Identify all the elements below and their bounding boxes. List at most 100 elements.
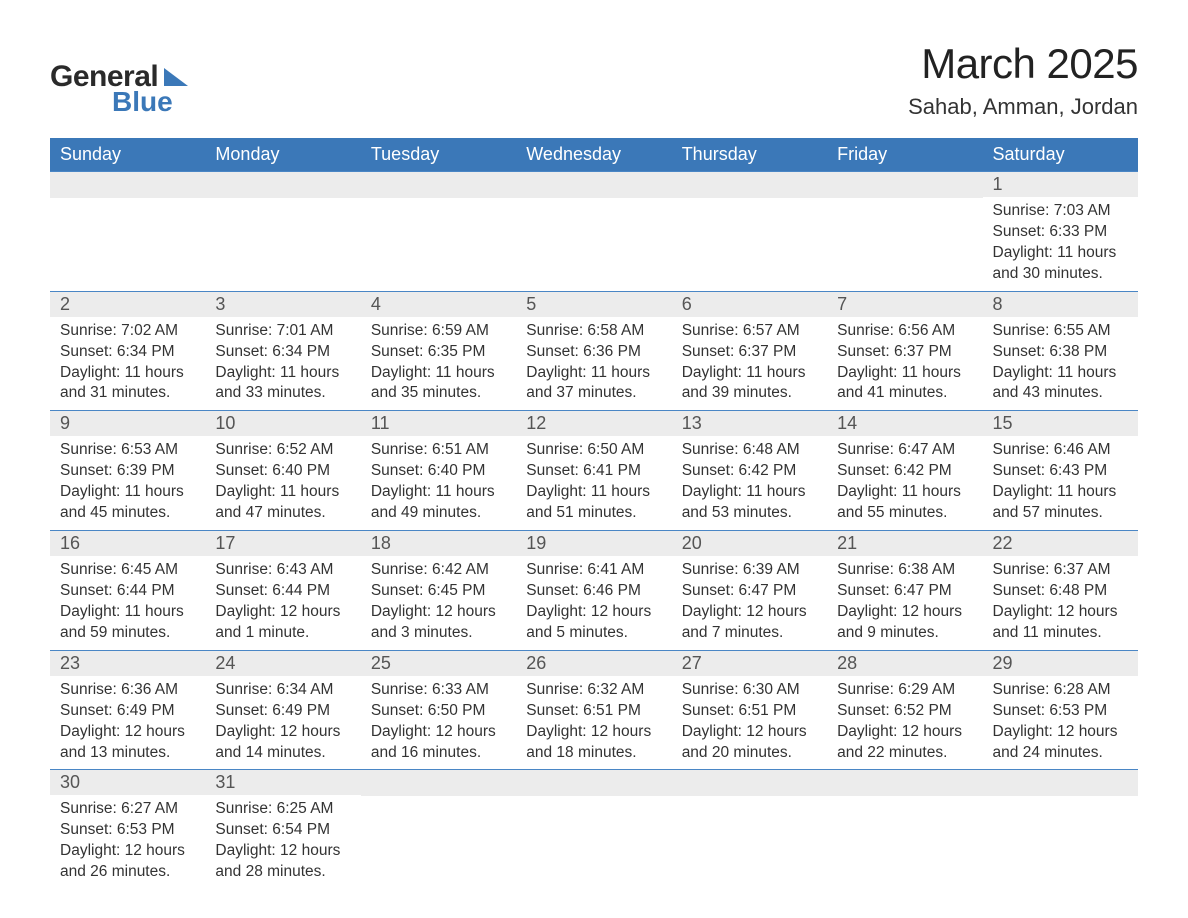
day-number (672, 172, 827, 198)
calendar-cell: 17Sunrise: 6:43 AMSunset: 6:44 PMDayligh… (205, 531, 360, 651)
day-number: 7 (827, 292, 982, 317)
day-number: 27 (672, 651, 827, 676)
day-details: Sunrise: 6:25 AMSunset: 6:54 PMDaylight:… (205, 795, 360, 889)
page-title: March 2025 (908, 40, 1138, 88)
day-number (672, 770, 827, 796)
calendar-table: SundayMondayTuesdayWednesdayThursdayFrid… (50, 138, 1138, 889)
day-details: Sunrise: 6:57 AMSunset: 6:37 PMDaylight:… (672, 317, 827, 411)
day-details: Sunrise: 6:48 AMSunset: 6:42 PMDaylight:… (672, 436, 827, 530)
calendar-cell: 11Sunrise: 6:51 AMSunset: 6:40 PMDayligh… (361, 411, 516, 531)
calendar-cell: 30Sunrise: 6:27 AMSunset: 6:53 PMDayligh… (50, 770, 205, 889)
day-number: 23 (50, 651, 205, 676)
calendar-cell: 19Sunrise: 6:41 AMSunset: 6:46 PMDayligh… (516, 531, 671, 651)
day-number: 19 (516, 531, 671, 556)
day-number: 10 (205, 411, 360, 436)
title-block: March 2025 Sahab, Amman, Jordan (908, 40, 1138, 120)
day-number: 18 (361, 531, 516, 556)
calendar-cell: 16Sunrise: 6:45 AMSunset: 6:44 PMDayligh… (50, 531, 205, 651)
calendar-cell (672, 770, 827, 889)
day-number: 2 (50, 292, 205, 317)
calendar-cell: 26Sunrise: 6:32 AMSunset: 6:51 PMDayligh… (516, 650, 671, 770)
calendar-cell: 29Sunrise: 6:28 AMSunset: 6:53 PMDayligh… (983, 650, 1138, 770)
day-number: 6 (672, 292, 827, 317)
day-details: Sunrise: 6:27 AMSunset: 6:53 PMDaylight:… (50, 795, 205, 889)
day-details: Sunrise: 6:42 AMSunset: 6:45 PMDaylight:… (361, 556, 516, 650)
day-number: 12 (516, 411, 671, 436)
day-details: Sunrise: 6:51 AMSunset: 6:40 PMDaylight:… (361, 436, 516, 530)
calendar-cell: 5Sunrise: 6:58 AMSunset: 6:36 PMDaylight… (516, 291, 671, 411)
calendar-cell: 18Sunrise: 6:42 AMSunset: 6:45 PMDayligh… (361, 531, 516, 651)
day-details: Sunrise: 6:46 AMSunset: 6:43 PMDaylight:… (983, 436, 1138, 530)
day-number: 17 (205, 531, 360, 556)
calendar-cell (516, 770, 671, 889)
day-number: 31 (205, 770, 360, 795)
calendar-cell (361, 770, 516, 889)
day-details: Sunrise: 6:32 AMSunset: 6:51 PMDaylight:… (516, 676, 671, 770)
calendar-week: 2Sunrise: 7:02 AMSunset: 6:34 PMDaylight… (50, 291, 1138, 411)
col-header: Saturday (983, 138, 1138, 172)
day-number: 24 (205, 651, 360, 676)
day-details (827, 198, 982, 238)
day-number (983, 770, 1138, 796)
col-header: Friday (827, 138, 982, 172)
logo-triangle-icon (164, 68, 188, 86)
day-number (50, 172, 205, 198)
day-details: Sunrise: 6:41 AMSunset: 6:46 PMDaylight:… (516, 556, 671, 650)
day-details: Sunrise: 7:01 AMSunset: 6:34 PMDaylight:… (205, 317, 360, 411)
calendar-week: 23Sunrise: 6:36 AMSunset: 6:49 PMDayligh… (50, 650, 1138, 770)
day-number: 25 (361, 651, 516, 676)
day-number: 16 (50, 531, 205, 556)
calendar-cell (361, 172, 516, 292)
day-details (516, 198, 671, 238)
page-subtitle: Sahab, Amman, Jordan (908, 94, 1138, 120)
calendar-week: 30Sunrise: 6:27 AMSunset: 6:53 PMDayligh… (50, 770, 1138, 889)
day-number (205, 172, 360, 198)
day-details: Sunrise: 7:02 AMSunset: 6:34 PMDaylight:… (50, 317, 205, 411)
day-details: Sunrise: 6:45 AMSunset: 6:44 PMDaylight:… (50, 556, 205, 650)
day-details: Sunrise: 6:47 AMSunset: 6:42 PMDaylight:… (827, 436, 982, 530)
day-details: Sunrise: 6:50 AMSunset: 6:41 PMDaylight:… (516, 436, 671, 530)
calendar-cell (827, 770, 982, 889)
calendar-cell: 4Sunrise: 6:59 AMSunset: 6:35 PMDaylight… (361, 291, 516, 411)
day-details: Sunrise: 6:43 AMSunset: 6:44 PMDaylight:… (205, 556, 360, 650)
day-details: Sunrise: 6:58 AMSunset: 6:36 PMDaylight:… (516, 317, 671, 411)
day-details: Sunrise: 6:33 AMSunset: 6:50 PMDaylight:… (361, 676, 516, 770)
calendar-cell: 24Sunrise: 6:34 AMSunset: 6:49 PMDayligh… (205, 650, 360, 770)
calendar-week: 1Sunrise: 7:03 AMSunset: 6:33 PMDaylight… (50, 172, 1138, 292)
day-number: 11 (361, 411, 516, 436)
day-number (361, 172, 516, 198)
logo: General Blue (50, 40, 188, 118)
calendar-cell: 27Sunrise: 6:30 AMSunset: 6:51 PMDayligh… (672, 650, 827, 770)
day-number: 4 (361, 292, 516, 317)
day-number: 26 (516, 651, 671, 676)
day-details: Sunrise: 6:29 AMSunset: 6:52 PMDaylight:… (827, 676, 982, 770)
col-header: Monday (205, 138, 360, 172)
day-number (827, 770, 982, 796)
day-details (50, 198, 205, 238)
calendar-cell: 31Sunrise: 6:25 AMSunset: 6:54 PMDayligh… (205, 770, 360, 889)
day-number: 3 (205, 292, 360, 317)
day-details: Sunrise: 6:36 AMSunset: 6:49 PMDaylight:… (50, 676, 205, 770)
day-number: 29 (983, 651, 1138, 676)
day-details (361, 796, 516, 836)
day-details: Sunrise: 6:59 AMSunset: 6:35 PMDaylight:… (361, 317, 516, 411)
calendar-cell: 28Sunrise: 6:29 AMSunset: 6:52 PMDayligh… (827, 650, 982, 770)
day-number: 8 (983, 292, 1138, 317)
calendar-cell: 6Sunrise: 6:57 AMSunset: 6:37 PMDaylight… (672, 291, 827, 411)
calendar-head: SundayMondayTuesdayWednesdayThursdayFrid… (50, 138, 1138, 172)
logo-word2: Blue (112, 86, 188, 118)
day-details: Sunrise: 6:39 AMSunset: 6:47 PMDaylight:… (672, 556, 827, 650)
day-details: Sunrise: 6:38 AMSunset: 6:47 PMDaylight:… (827, 556, 982, 650)
calendar-cell: 25Sunrise: 6:33 AMSunset: 6:50 PMDayligh… (361, 650, 516, 770)
calendar-cell (516, 172, 671, 292)
day-details: Sunrise: 6:56 AMSunset: 6:37 PMDaylight:… (827, 317, 982, 411)
calendar-week: 16Sunrise: 6:45 AMSunset: 6:44 PMDayligh… (50, 531, 1138, 651)
calendar-cell: 14Sunrise: 6:47 AMSunset: 6:42 PMDayligh… (827, 411, 982, 531)
day-number: 1 (983, 172, 1138, 197)
day-number: 5 (516, 292, 671, 317)
day-details: Sunrise: 6:28 AMSunset: 6:53 PMDaylight:… (983, 676, 1138, 770)
calendar-week: 9Sunrise: 6:53 AMSunset: 6:39 PMDaylight… (50, 411, 1138, 531)
day-number (516, 770, 671, 796)
calendar-cell: 10Sunrise: 6:52 AMSunset: 6:40 PMDayligh… (205, 411, 360, 531)
day-number: 20 (672, 531, 827, 556)
